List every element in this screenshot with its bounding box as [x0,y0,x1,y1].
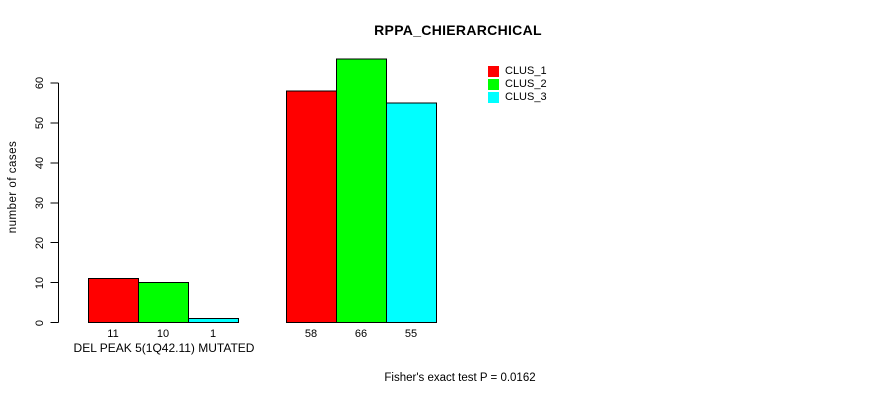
bar-clus_1-group2 [286,90,337,323]
legend-swatch-clus_3 [488,92,499,103]
y-axis-label: number of cases [7,140,19,234]
legend-item-clus_2: CLUS_2 [488,78,547,91]
legend-label: CLUS_2 [505,78,547,90]
legend-label: CLUS_3 [505,91,547,103]
legend-item-clus_1: CLUS_1 [488,65,547,78]
bar-value-label: 10 [156,328,170,340]
y-tick-label: 20 [34,236,46,249]
y-tick-label: 0 [34,319,46,326]
legend-label: CLUS_1 [505,65,547,77]
bar-clus_2-group1 [138,282,189,324]
bar-clus_3-group2 [386,102,437,324]
y-tick-label: 60 [34,76,46,90]
bar-clus_2-group2 [336,58,387,324]
legend-swatch-clus_1 [488,66,499,77]
y-tick-label: 30 [34,196,46,209]
y-tick-label: 40 [34,156,46,169]
bar-value-label: 55 [404,328,418,340]
legend-swatch-clus_2 [488,79,499,90]
bar-clus_3-group1 [188,318,239,323]
bar-clus_1-group1 [88,278,139,324]
y-tick-label: 50 [34,116,46,130]
legend-item-clus_3: CLUS_3 [488,91,547,104]
annotation-text: Fisher's exact test P = 0.0162 [384,372,536,384]
bar-value-label: 66 [354,328,368,340]
chart-title: RPPA_CHIERARCHICAL [374,22,542,38]
x-axis-label: DEL PEAK 5(1Q42.11) MUTATED [73,341,255,355]
bar-value-label: 58 [304,328,318,340]
y-tick-label: 10 [34,276,46,289]
legend: CLUS_1 CLUS_2 CLUS_3 [488,65,547,104]
bar-value-label: 11 [107,328,119,340]
bar-value-label: 1 [209,328,217,340]
